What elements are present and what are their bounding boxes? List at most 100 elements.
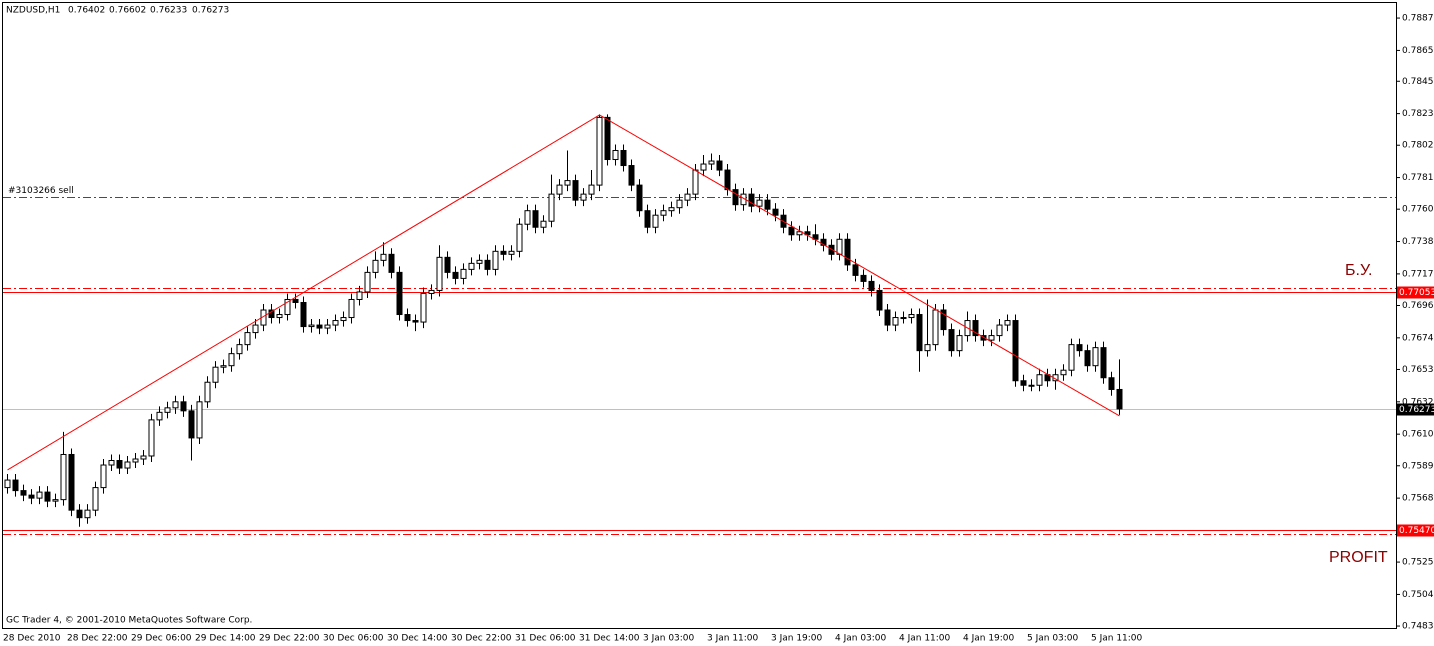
candle-body [68,453,75,511]
candle-body [908,314,915,319]
candle-body [196,401,203,439]
candle-body [788,226,795,236]
candle-body [596,116,603,186]
candle-body [332,320,339,326]
candle-body [308,324,315,328]
y-tick-label: 0.76745 [1402,333,1434,343]
current-price-label: 0.76273 [1399,405,1434,415]
candle-body [604,116,611,161]
x-tick-label: 31 Dec 06:00 [515,634,576,644]
x-tick-label: 3 Jan 19:00 [771,634,823,644]
candle-body [812,234,819,240]
candle-body [204,381,211,403]
candle-body [460,268,467,279]
candle-body [484,259,491,270]
candle-body [60,453,67,501]
y-tick-label: 0.74830 [1402,622,1434,632]
candle-body [388,253,395,273]
candle-body [748,193,755,207]
candle-body [300,301,307,328]
current-price-tag [1397,403,1434,416]
candle-body [708,160,715,165]
level-text: #3103266 sell [8,186,74,196]
candle-body [340,317,347,322]
candle-body [172,401,179,409]
x-tick-label: 31 Dec 14:00 [579,634,640,644]
candle-body [836,238,843,255]
candle-body [556,184,563,195]
candle-body [844,238,851,266]
x-tick-label: 5 Jan 03:00 [1027,634,1079,644]
candle-body [804,231,811,236]
y-tick-label: 0.78235 [1402,109,1434,119]
candle-body [940,309,947,331]
candle-body [860,274,867,282]
candle-body [324,324,331,329]
x-tick-label: 4 Jan 11:00 [899,634,951,644]
candle-body [588,184,595,195]
candle-body [1036,374,1043,386]
candle-body [380,253,387,261]
candle-body [948,329,955,352]
candle-body [1100,347,1107,379]
candle-body [1012,320,1019,382]
candle-body [732,189,739,206]
candle-body [100,464,107,489]
candle-body [884,309,891,326]
plot-frame [2,2,1397,629]
candle-body [468,262,475,270]
ohlc-high: 0.76602 [109,6,146,16]
candle-body [164,407,171,413]
price-tag-label: 0.75470 [1399,526,1434,536]
x-tick-label: 3 Jan 11:00 [707,634,759,644]
candle-body [644,210,651,228]
candle-body [140,455,147,460]
candle-body [156,411,163,421]
candle-body [220,365,227,368]
candle-body [684,193,691,201]
candle-body [876,289,883,311]
candle-body [4,479,11,489]
y-tick-label: 0.77385 [1402,237,1434,247]
candle-body [356,291,363,300]
x-tick-label: 28 Dec 22:00 [67,634,128,644]
candle-body [92,487,99,511]
x-tick-label: 30 Dec 06:00 [323,634,384,644]
candle-body [524,210,531,225]
candle-body [132,458,139,463]
candle-body [116,460,123,469]
ohlc-low: 0.76233 [150,6,187,16]
candle-body [932,309,939,346]
x-tick-label: 4 Jan 19:00 [963,634,1015,644]
x-tick-label: 28 Dec 2010 [3,634,61,644]
candle-body [36,491,43,499]
y-tick-label: 0.75255 [1402,558,1434,568]
candle-body [628,165,635,186]
candle-body [316,324,323,329]
candle-body [236,344,243,355]
trend-line [7,114,1120,471]
candle-body [700,163,707,171]
candle-body [180,401,187,412]
candle-body [244,332,251,346]
candle-body [996,324,1003,337]
candle-body [532,210,539,228]
candle-body [548,193,555,222]
y-tick-label: 0.76535 [1402,365,1434,375]
x-tick-label: 3 Jan 03:00 [643,634,695,644]
x-tick-label: 30 Dec 14:00 [387,634,448,644]
price-tag-label: 0.77053 [1399,288,1434,298]
candle-body [772,208,779,216]
y-tick-label: 0.78025 [1402,141,1434,151]
ohlc-open: 0.76402 [68,6,105,16]
candle-body [564,180,571,186]
candle-body [252,324,259,334]
